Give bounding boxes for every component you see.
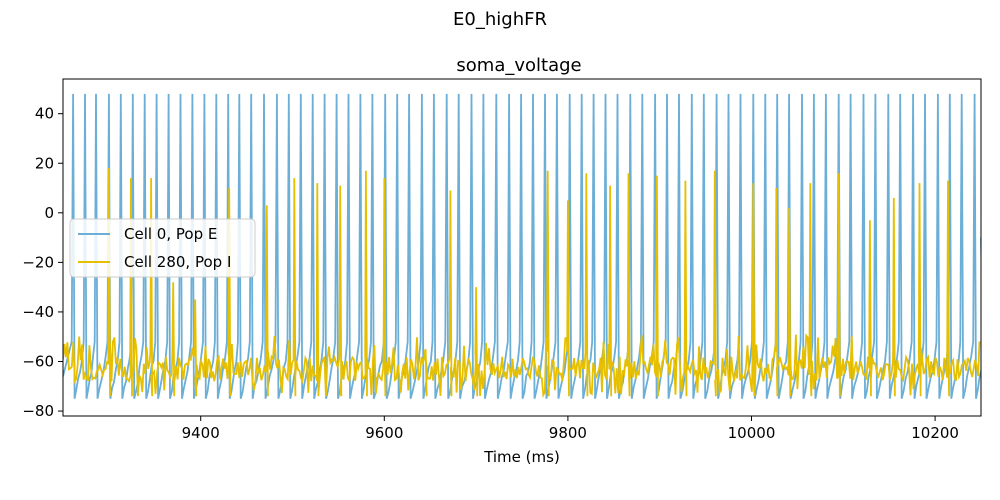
legend-label-series-1: Cell 280, Pop I: [124, 253, 231, 271]
x-tick-label: 10200: [911, 424, 959, 442]
series-line-cell-0: [63, 93, 981, 399]
y-tick-label: −80: [22, 402, 54, 420]
legend-box: [69, 218, 256, 278]
x-axis-label: Time (ms): [483, 448, 560, 466]
plot-area: [62, 78, 982, 417]
y-tick-label: −40: [22, 303, 54, 321]
legend: Cell 0, Pop E Cell 280, Pop I: [69, 218, 256, 278]
x-tick-label: 10000: [728, 424, 776, 442]
plot-frame: [62, 78, 982, 417]
series-line-cell-280: [63, 168, 981, 399]
y-axis: −80 −60 −40 −20 0 20 40: [22, 105, 63, 420]
y-tick-label: 40: [35, 105, 54, 123]
y-tick-label: −20: [22, 253, 54, 271]
y-tick-label: −60: [22, 352, 54, 370]
x-tick-label: 9800: [549, 424, 587, 442]
y-tick-label: 20: [35, 154, 54, 172]
x-tick-label: 9600: [365, 424, 403, 442]
x-axis: 9400 9600 9800 10000 10200: [182, 416, 959, 442]
x-tick-label: 9400: [182, 424, 220, 442]
figure-suptitle: E0_highFR: [453, 9, 547, 30]
y-tick-label: 0: [44, 204, 54, 222]
legend-label-series-0: Cell 0, Pop E: [124, 225, 217, 243]
chart-title: soma_voltage: [456, 55, 581, 76]
